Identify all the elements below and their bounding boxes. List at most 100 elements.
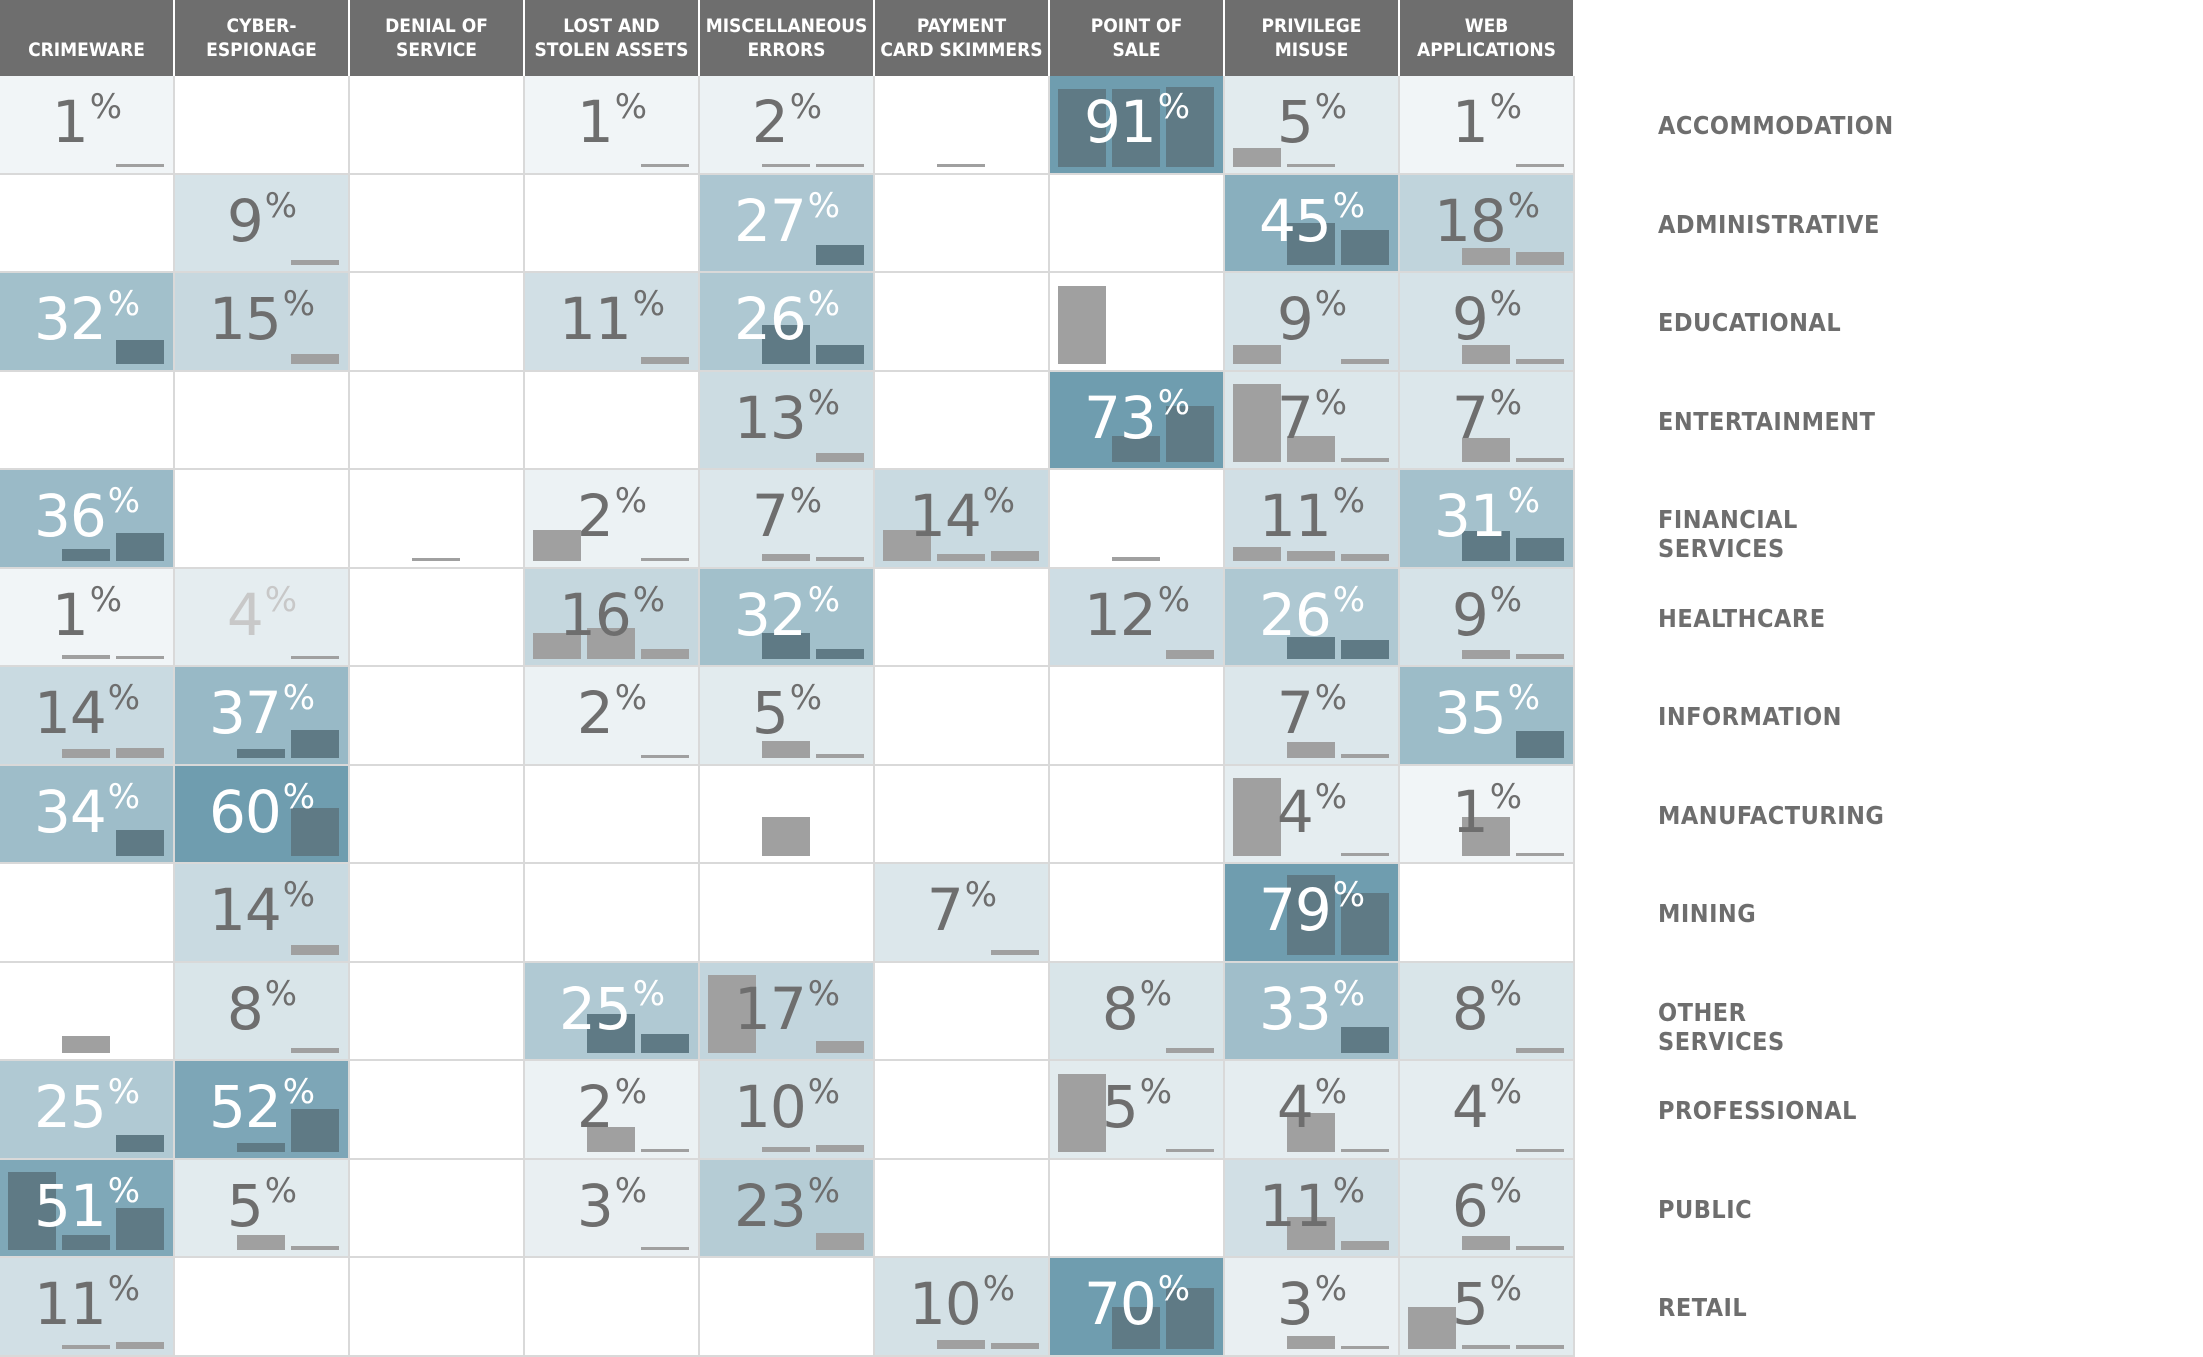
mini-bar — [1166, 1287, 1214, 1349]
percent-symbol: % — [807, 1170, 840, 1211]
cell-value-number: 14 — [908, 482, 982, 550]
mini-bar — [1287, 436, 1335, 462]
heatmap-cell — [525, 1258, 700, 1357]
cell-value: 60% — [175, 780, 348, 841]
heatmap-cell — [875, 371, 1050, 470]
percent-symbol: % — [614, 481, 647, 521]
cell-value: 8% — [1400, 977, 1573, 1038]
cell-value-number: 2 — [576, 679, 614, 747]
mini-bar — [1341, 1027, 1389, 1053]
mini-bar — [1233, 546, 1281, 561]
percent-symbol: % — [1139, 1072, 1172, 1112]
mini-bar — [1112, 556, 1160, 561]
percent-symbol: % — [807, 185, 840, 226]
cell-value-number: 4 — [1276, 1073, 1314, 1141]
heatmap-cell: 34% — [0, 765, 175, 864]
heatmap-cell: 2% — [525, 667, 700, 766]
mini-bar — [1516, 1344, 1564, 1349]
percent-symbol: % — [282, 1072, 315, 1112]
mini-bar — [62, 655, 110, 659]
heatmap-cell — [875, 1061, 1050, 1160]
heatmap-cell: 35% — [1400, 667, 1575, 766]
mini-bar — [816, 1233, 864, 1250]
row-label: RETAIL — [1658, 1293, 1748, 1323]
cell-value-number: 35 — [1433, 679, 1507, 747]
percent-symbol: % — [107, 1170, 140, 1211]
cell-value-number: 52 — [208, 1073, 282, 1141]
row-label: HEALTHCARE — [1658, 603, 1826, 633]
percent-symbol: % — [1332, 481, 1365, 521]
heatmap-cell — [1050, 470, 1225, 569]
mini-bar — [1166, 406, 1214, 462]
cell-value-number: 4 — [226, 580, 264, 649]
mini-bar — [762, 553, 810, 561]
mini-bar — [116, 830, 164, 856]
heatmap-cell: 7% — [1225, 667, 1400, 766]
heatmap-cell: 3% — [525, 1159, 700, 1258]
heatmap-cell: 15% — [175, 273, 350, 372]
heatmap-cell — [1050, 864, 1225, 963]
mini-bar — [762, 1146, 810, 1152]
mini-bar — [1287, 874, 1335, 955]
cell-value: 4% — [1225, 1075, 1398, 1136]
cell-value-number: 5 — [226, 1171, 264, 1240]
heatmap-cell: 1% — [0, 568, 175, 667]
cell-value: 5% — [1050, 1075, 1223, 1136]
heatmap-cell: 17% — [700, 962, 875, 1061]
heatmap-cell — [875, 765, 1050, 864]
heatmap-cell: 79% — [1225, 864, 1400, 963]
cell-value: 32% — [700, 583, 873, 644]
percent-symbol: % — [1314, 1269, 1347, 1309]
cell-value-number: 7 — [1276, 679, 1314, 747]
heatmap-cell: 25% — [0, 1061, 175, 1160]
mini-bar — [1287, 1217, 1335, 1250]
mini-bar — [1341, 230, 1389, 265]
mini-bar — [1166, 1148, 1214, 1152]
cell-value-number: 17 — [733, 974, 807, 1043]
mini-bar — [1516, 252, 1564, 265]
heatmap-cell: 60% — [175, 765, 350, 864]
column-header: PAYMENT CARD SKIMMERS — [875, 0, 1050, 76]
heatmap-cell: 4% — [1400, 1061, 1575, 1160]
cell-value: 26% — [700, 287, 873, 348]
mini-bar — [762, 163, 810, 167]
heatmap-cell — [700, 1258, 875, 1357]
mini-bar — [816, 453, 864, 462]
heatmap-cell — [525, 765, 700, 864]
mini-bar — [1341, 1241, 1389, 1250]
mini-bar — [62, 1036, 110, 1053]
cell-value-number: 1 — [51, 88, 89, 156]
heatmap-cell: 9% — [1400, 273, 1575, 372]
heatmap-cell — [350, 962, 525, 1061]
percent-symbol: % — [1489, 1170, 1522, 1211]
heatmap-cell — [1050, 273, 1225, 372]
heatmap-cell — [350, 1258, 525, 1357]
mini-bar — [1462, 248, 1510, 265]
cell-value: 6% — [1400, 1174, 1573, 1235]
cell-value-number: 6 — [1451, 1171, 1489, 1240]
cell-value-number: 11 — [1258, 482, 1332, 550]
mini-bar — [291, 353, 339, 364]
percent-symbol: % — [1489, 87, 1522, 127]
row-label: ADMINISTRATIVE — [1658, 209, 1880, 239]
heatmap-cell: 5% — [1400, 1258, 1575, 1357]
mini-bar — [641, 163, 689, 167]
percent-symbol: % — [89, 87, 122, 127]
cell-value: 12% — [1050, 583, 1223, 644]
cell-value: 11% — [1225, 1174, 1398, 1235]
heatmap-cell: 9% — [175, 174, 350, 273]
mini-bar — [641, 1247, 689, 1250]
heatmap-cell: 3% — [1225, 1258, 1400, 1357]
mini-bar — [991, 949, 1039, 955]
percent-symbol: % — [1314, 284, 1347, 324]
percent-symbol: % — [1157, 579, 1190, 620]
mini-bar — [1112, 436, 1160, 462]
mini-bar — [816, 649, 864, 659]
mini-bar — [641, 754, 689, 758]
percent-symbol: % — [1314, 678, 1347, 718]
cell-value-number: 4 — [1451, 1073, 1489, 1141]
mini-bar — [1233, 344, 1281, 364]
mini-bar — [1462, 817, 1510, 856]
cell-value: 36% — [0, 484, 173, 545]
heatmap-cell — [350, 765, 525, 864]
